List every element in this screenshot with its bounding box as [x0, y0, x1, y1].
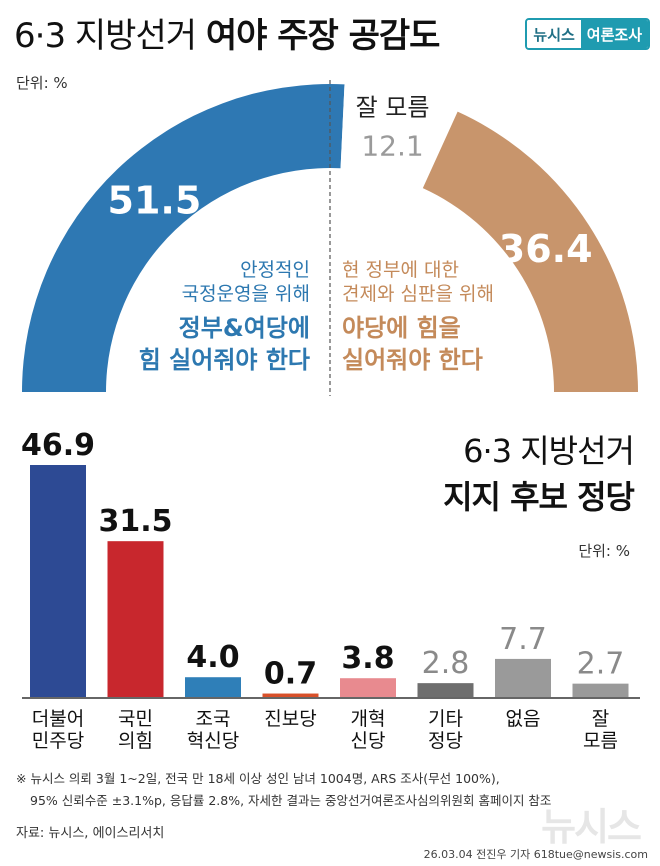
gauge-left-big1: 정부&여당에: [178, 314, 310, 342]
gauge-left-claim: 정부&여당에 힘 실어줘야 한다: [139, 312, 310, 376]
bar: [417, 683, 474, 697]
title-plain: 6·3 지방선거: [14, 16, 206, 56]
gauge-segment: [22, 84, 345, 393]
bar: [495, 658, 551, 697]
gauge-right-big2: 실어줘야 한다: [342, 346, 483, 374]
bar-category-label: 잘: [592, 708, 609, 730]
gauge-unit: 단위: %: [16, 74, 68, 92]
footnote-line2: 95% 신뢰수준 ±3.1%p, 응답률 2.8%, 자세한 결과는 중앙선거여…: [30, 793, 552, 808]
bar-category-label: 신당: [351, 730, 386, 752]
bar: [30, 465, 86, 697]
gauge-left-line2: 국정운영을 위해: [181, 283, 310, 305]
watermark-logo: 뉴시스: [541, 805, 642, 849]
bar: [185, 677, 241, 697]
bar: [340, 678, 396, 697]
bar-category-label: 더불어: [32, 708, 84, 730]
party-title-line1: 6·3 지방선거: [463, 432, 635, 470]
gauge-segment: [340, 84, 458, 189]
source-text: 자료: 뉴시스, 에이스리서치: [16, 826, 165, 841]
bar-category-label: 모름: [583, 730, 618, 752]
bar-value-label: 31.5: [98, 504, 172, 539]
bar-value-label: 4.0: [186, 640, 239, 675]
gauge-value-label: 12.1: [361, 129, 423, 162]
brand-right: 여론조사: [580, 20, 648, 48]
gauge-label-unknown: 잘 모름: [356, 93, 430, 121]
gauge-right-big1: 야당에 힘을: [342, 314, 461, 342]
bar-category-label: 기타: [428, 708, 463, 730]
bar-value-label: 0.7: [264, 657, 317, 692]
bar: [107, 541, 164, 697]
footnote-line1: ※ 뉴시스 의뢰 3월 1~2일, 전국 만 18세 이상 성인 남녀 1004…: [16, 771, 500, 786]
bar-category-label: 없음: [506, 708, 541, 730]
page-title: 6·3 지방선거 여야 주장 공감도: [14, 8, 441, 57]
gauge-right-line1: 현 정부에 대한: [342, 259, 459, 281]
bar-category-label: 국민: [118, 708, 153, 730]
bar-value-label: 46.9: [21, 428, 95, 463]
gauge-left-desc: 안정적인 국정운영을 위해: [182, 258, 310, 306]
bar: [572, 683, 629, 697]
gauge-right-line2: 견제와 심판을 위해: [342, 283, 494, 305]
bar-value-label: 2.8: [422, 646, 470, 681]
gauge-left-line1: 안정적인: [240, 259, 310, 281]
bar-category-label: 민주당: [32, 730, 84, 752]
brand-badge: 뉴시스 여론조사: [525, 18, 650, 50]
bar-value-label: 7.7: [499, 622, 547, 657]
gauge-right-desc: 현 정부에 대한 견제와 심판을 위해: [342, 258, 494, 306]
brand-left: 뉴시스: [527, 20, 581, 48]
bar: [262, 693, 319, 697]
gauge-segment: [422, 111, 638, 392]
title-bold: 여야 주장 공감도: [205, 16, 441, 56]
bar-category-label: 조국: [196, 708, 231, 730]
gauge-value-label: 51.5: [108, 179, 202, 223]
party-title-line2: 지지 후보 정당: [443, 478, 635, 516]
bar-category-label: 개혁: [351, 708, 386, 730]
survey-footnote: ※ 뉴시스 의뢰 3월 1~2일, 전국 만 18세 이상 성인 남녀 1004…: [16, 768, 551, 812]
gauge-value-label: 36.4: [499, 227, 593, 271]
party-unit: 단위: %: [578, 542, 630, 560]
credit-text: 26.03.04 전진우 기자 618tue@newsis.com: [423, 848, 648, 861]
bar-category-label: 진보당: [264, 708, 316, 730]
bar-category-label: 의힘: [118, 730, 153, 752]
bar-value-label: 2.7: [577, 647, 625, 682]
bar-category-label: 혁신당: [187, 730, 239, 752]
bar-value-label: 3.8: [341, 641, 394, 676]
bar-category-label: 정당: [428, 730, 463, 752]
gauge-left-big2: 힘 실어줘야 한다: [138, 346, 310, 374]
gauge-right-claim: 야당에 힘을 실어줘야 한다: [342, 312, 483, 376]
